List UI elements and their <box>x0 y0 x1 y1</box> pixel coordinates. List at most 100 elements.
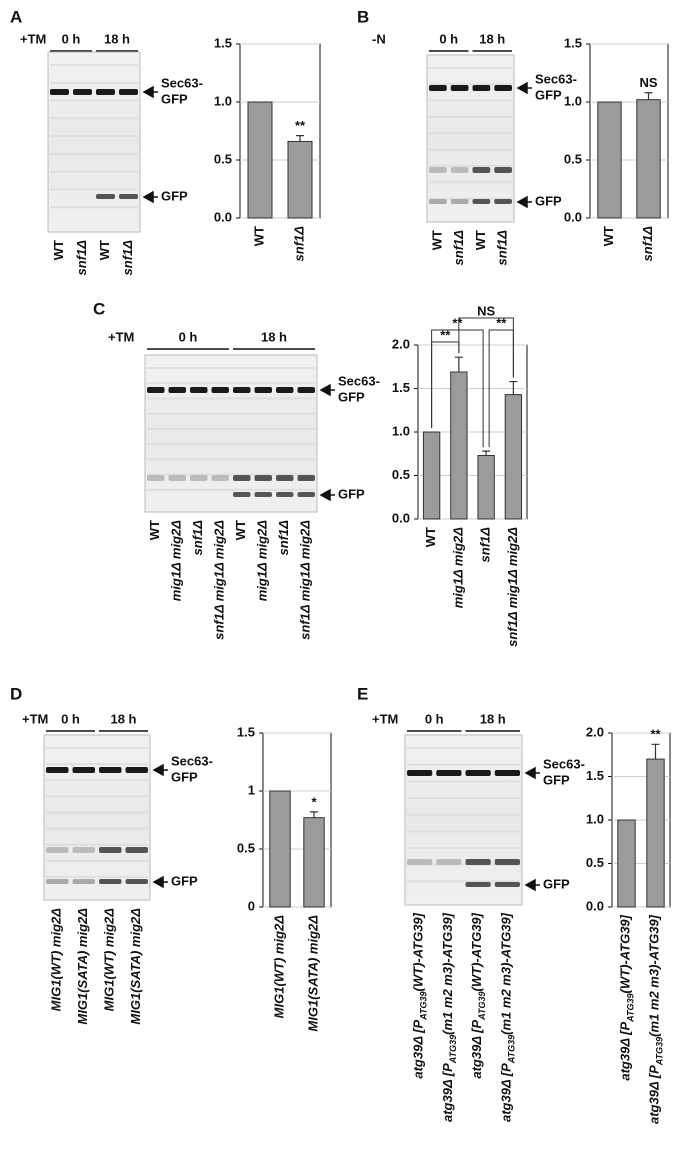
band-label: GFP <box>171 769 198 784</box>
blot-faint-band <box>50 170 138 173</box>
blot-band <box>494 882 520 887</box>
x-tick-label: snf1Δ <box>291 226 306 262</box>
lane-label: WT <box>51 240 66 260</box>
blot-band <box>168 475 186 481</box>
bar <box>646 758 665 908</box>
x-tick-label: MIG1(SATA) mig2Δ <box>305 915 320 1032</box>
blot-band <box>429 167 447 173</box>
bar <box>422 431 441 520</box>
blot-band <box>472 85 491 91</box>
blot-band <box>125 879 148 884</box>
x-tick-label: snf1Δ <box>640 226 655 262</box>
comparison-bracket <box>431 329 484 448</box>
blot-faint-band <box>46 875 148 878</box>
error-bar <box>310 811 318 818</box>
blot-faint-band <box>147 427 315 430</box>
lane-label: atg39Δ [PATG39(m1 m2 m3)-ATG39] <box>440 912 458 1122</box>
blot-band <box>429 199 447 204</box>
y-tick-label: 1.0 <box>586 811 604 826</box>
y-tick-label: 0.0 <box>392 510 410 525</box>
blot-faint-band <box>429 99 512 102</box>
blot-band <box>472 167 491 173</box>
x-tick-label: snf1Δ <box>478 527 493 563</box>
band-arrow <box>152 875 168 889</box>
blot-faint-band <box>407 830 520 833</box>
lane-label: WT <box>429 230 444 250</box>
panel-label: B <box>357 7 369 26</box>
blot-faint-band <box>50 117 138 120</box>
blot-faint-band <box>407 813 520 816</box>
band-arrow <box>516 81 532 95</box>
bar <box>269 790 291 908</box>
significance-label: NS <box>477 303 495 318</box>
lane-label: WT <box>97 240 112 260</box>
lane-label: WT <box>233 520 248 540</box>
lane-label: atg39Δ [PATG39(WT)-ATG39] <box>411 912 429 1078</box>
blot-faint-band <box>147 367 315 369</box>
x-tick-label: atg39Δ [PATG39(m1 m2 m3)-ATG39] <box>647 914 665 1124</box>
blot-band <box>494 859 520 865</box>
significance-label: NS <box>639 75 657 90</box>
blot-faint-band <box>46 843 148 846</box>
x-tick-label-part: (WT)-ATG39] <box>618 914 633 993</box>
blot-image <box>426 54 515 223</box>
band-label: GFP <box>535 193 562 208</box>
band-label: GFP <box>338 486 365 501</box>
y-tick-label: 1.0 <box>392 423 410 438</box>
timepoint-label: 18 h <box>479 31 505 46</box>
panel-label: A <box>10 7 22 26</box>
timepoint-label: 0 h <box>425 711 444 726</box>
significance-label: ** <box>496 315 507 330</box>
y-tick-label: 2.0 <box>392 336 410 351</box>
blot-image <box>404 734 523 906</box>
band-arrow <box>142 85 158 99</box>
blot-band <box>99 879 122 884</box>
blot-band <box>465 882 491 887</box>
error-bar <box>644 92 653 100</box>
blot-faint-band <box>429 165 512 167</box>
bar <box>617 819 636 908</box>
error-bar <box>509 380 518 395</box>
lane-label: mig1Δ mig2Δ <box>169 520 184 602</box>
blot-band <box>96 89 115 95</box>
blot-image <box>144 354 318 513</box>
blot-faint-band <box>147 488 315 491</box>
lane-label-part: atg39Δ [P <box>499 1063 514 1122</box>
blot-band <box>233 387 251 393</box>
lane-label-part: atg39Δ [P <box>411 1019 426 1078</box>
significance-label: ** <box>440 327 451 342</box>
y-tick-label: 2.0 <box>586 724 604 739</box>
blot-band <box>465 859 491 865</box>
blot-faint-band <box>46 763 148 766</box>
x-tick-label-part: ATG39 <box>655 1037 665 1066</box>
band-label: Sec63- <box>535 71 577 86</box>
band-label: GFP <box>161 91 188 106</box>
blot-band <box>125 767 148 773</box>
blot-band <box>297 475 315 481</box>
bar <box>504 394 523 520</box>
y-tick-label: 0.5 <box>586 855 604 870</box>
lane-label: MIG1(WT) mig2Δ <box>102 908 117 1012</box>
treatment-label: -N <box>372 31 386 46</box>
error-bar <box>296 135 304 142</box>
panel-label: C <box>93 299 105 318</box>
significance-label: * <box>311 794 317 809</box>
y-tick-label: 0 <box>248 898 255 913</box>
blot-faint-band <box>429 116 512 118</box>
band-label: GFP <box>535 87 562 102</box>
x-tick-label-part: atg39Δ [P <box>647 1065 662 1124</box>
blot-faint-band <box>407 797 520 799</box>
blot-faint-band <box>429 67 512 69</box>
x-tick-label-part: ATG39 <box>626 993 636 1022</box>
y-tick-label: 1.5 <box>586 768 604 783</box>
treatment-label: +TM <box>20 31 46 46</box>
lane-label: snf1Δ mig1Δ mig2Δ <box>212 520 227 640</box>
blot-faint-band <box>50 152 138 155</box>
lane-label-part: ATG39 <box>478 991 488 1020</box>
blot-band <box>46 847 69 853</box>
blot-faint-band <box>407 780 520 783</box>
panel-label: D <box>10 684 22 703</box>
blot-band <box>119 194 138 199</box>
blot-band <box>211 475 229 481</box>
